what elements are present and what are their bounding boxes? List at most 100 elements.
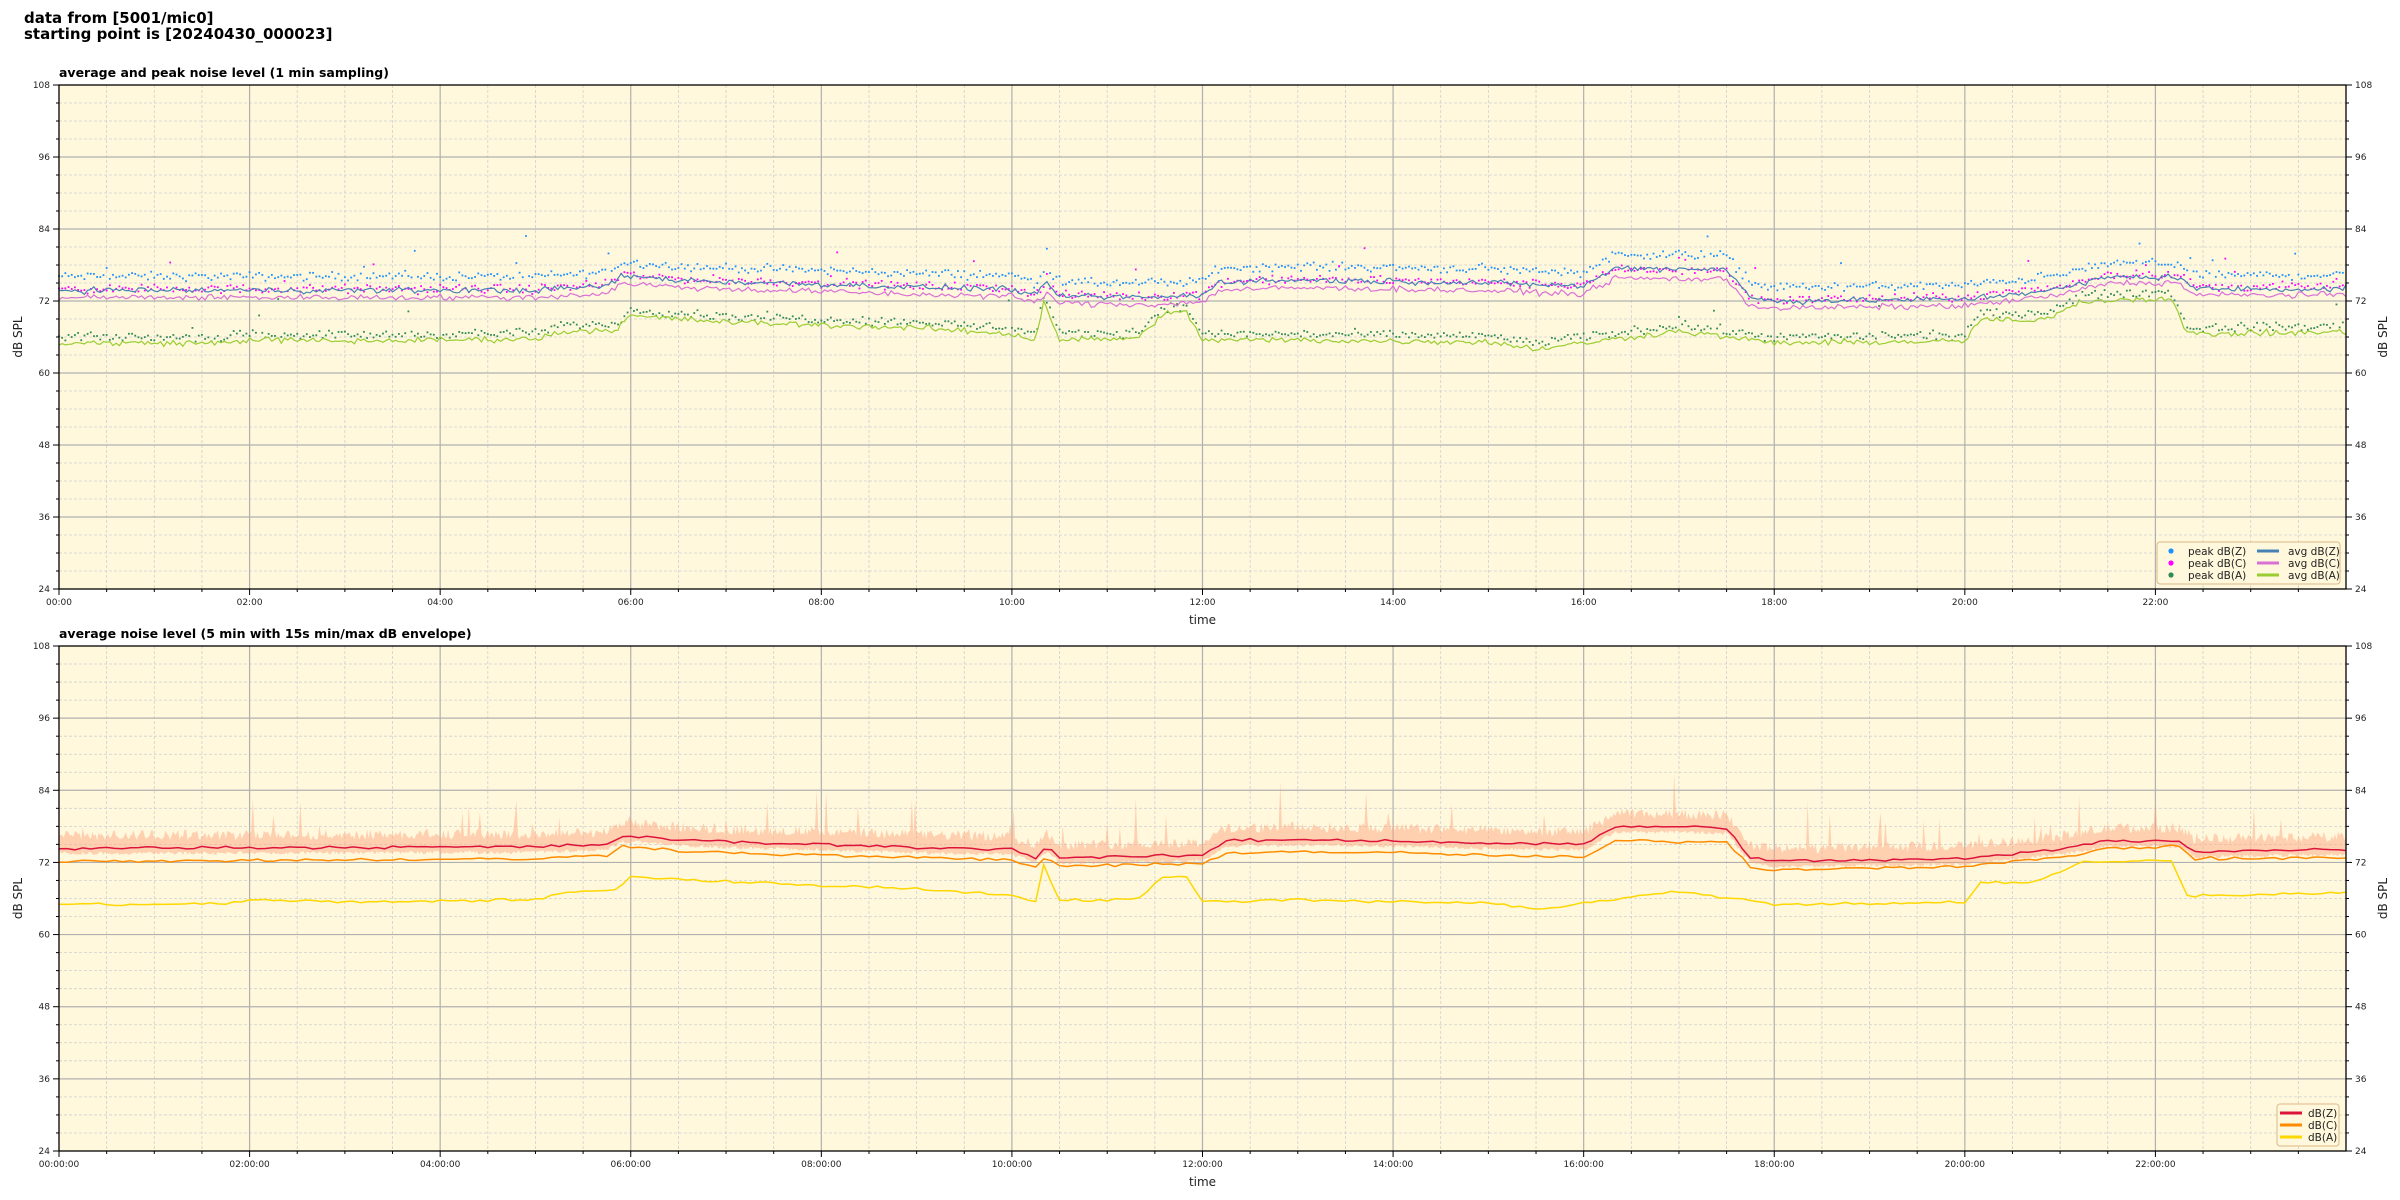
data-point-peakdbc (496, 284, 499, 287)
data-point-peakdbz (521, 276, 524, 279)
x-tick-label: 06:00:00 (611, 1160, 652, 1170)
data-point-peakdbz (2230, 273, 2233, 276)
data-point-peakdbz (763, 266, 766, 268)
data-point-peakdba (966, 324, 969, 327)
data-point-peakdbz (2062, 274, 2065, 276)
data-point-peakdbc (1404, 278, 1407, 281)
data-point-peakdbz (251, 276, 254, 279)
data-point-peakdbz (248, 271, 251, 274)
data-point-peakdba (1668, 325, 1671, 328)
data-point-peakdbc (855, 281, 858, 284)
data-point-peakdba (737, 319, 740, 321)
data-point-peakdba (1859, 337, 1861, 340)
data-point-peakdbz (1519, 272, 1522, 274)
data-point-peakdbc (1668, 269, 1671, 272)
data-point-peakdbz (2110, 263, 2112, 265)
data-point-peakdba (2205, 326, 2208, 329)
data-point-peakdbz (1449, 266, 1452, 269)
data-point-peakdbz (1185, 283, 1188, 286)
data-point-peakdbz (2173, 266, 2176, 268)
data-point-peakdbz (725, 262, 727, 265)
data-point-peakdba (652, 313, 654, 315)
data-point-peakdbc (267, 290, 270, 293)
data-point-peakdbc (547, 287, 550, 289)
data-point-peakdba (2167, 289, 2170, 292)
data-point-peakdbc (1563, 285, 1566, 288)
data-point-peakdbz (747, 271, 750, 274)
data-point-peakdbc (1477, 279, 1480, 282)
data-point-peakdbz (1090, 276, 1093, 279)
data-point-peakdbz (1592, 267, 1595, 270)
data-point-peakdba (1335, 331, 1337, 334)
data-point-peakdba (245, 332, 248, 335)
data-point-peakdba (2021, 316, 2023, 319)
data-point-peakdbc (617, 279, 619, 282)
data-point-peakdbc (147, 286, 149, 288)
data-point-peakdbz (153, 276, 156, 279)
data-point-peakdbc (458, 283, 461, 286)
data-point-peakdbz (1960, 286, 1963, 289)
data-point-peakdbz (1096, 284, 1099, 287)
data-point-peakdbz (820, 268, 823, 271)
data-point-peakdbc (1716, 267, 1718, 270)
data-point-peakdbz (426, 272, 429, 274)
data-point-peakdba (883, 322, 886, 325)
data-point-peakdba (1894, 336, 1896, 339)
data-point-peakdbz (1350, 265, 1353, 267)
data-point-peakdbz (2090, 267, 2093, 270)
data-point-peakdbz (2262, 274, 2265, 277)
data-point-peakdbc (480, 290, 483, 293)
data-point-peakdba (1932, 329, 1934, 332)
data-point-peakdba (922, 321, 924, 324)
data-point-peakdba (1379, 333, 1382, 336)
data-point-peakdba (413, 334, 416, 337)
data-point-peakdba (2224, 325, 2227, 328)
data-point-peakdba (1865, 335, 1868, 338)
data-point-peakdbc (283, 280, 286, 282)
data-point-peakdbc (394, 286, 397, 289)
data-point-peakdbz (331, 271, 334, 273)
data-point-peakdbc (1385, 282, 1388, 284)
data-point-peakdbz (1192, 279, 1194, 282)
data-point-peakdbz (121, 274, 124, 277)
data-point-peakdba (903, 318, 905, 321)
data-point-peakdba (626, 311, 629, 314)
data-point-peakdba (912, 319, 915, 322)
data-point-peakdbc (445, 287, 448, 290)
data-point-peakdbz (318, 275, 321, 278)
data-point-peakdbz (2087, 262, 2090, 265)
data-point-peakdbz (1932, 283, 1934, 286)
data-point-peakdba (442, 333, 445, 336)
data-point-peakdba (1763, 340, 1766, 342)
data-point-peakdbc (928, 281, 931, 284)
data-point-peakdba (868, 317, 870, 320)
data-point-peakdbc (274, 288, 276, 291)
data-point-peakdba (636, 308, 639, 311)
data-point-peakdba (1948, 335, 1950, 338)
data-point-peakdbz (1366, 269, 1369, 272)
data-point-peakdbc (159, 288, 162, 290)
data-point-peakdbc (175, 286, 178, 289)
data-point-peakdbc (1582, 282, 1585, 285)
data-point-peakdbc (1522, 280, 1525, 283)
data-point-peakdbc (988, 287, 991, 290)
data-point-peakdbc (70, 288, 73, 290)
data-point-peakdbc (1544, 283, 1547, 286)
data-point-peakdbz (2119, 263, 2122, 266)
data-point-peakdbc (1166, 298, 1169, 301)
data-point-peakdba (1992, 314, 1995, 317)
data-point-peakdba (995, 328, 997, 330)
data-point-peakdbz (1014, 275, 1016, 277)
data-point-peakdbc (2198, 285, 2201, 287)
data-point-peakdba (791, 315, 794, 318)
y-tick-label-right: 96 (2355, 714, 2367, 724)
data-point-peakdbc (1436, 278, 1439, 281)
data-point-peakdbc (2249, 289, 2252, 292)
data-point-peakdbz (1347, 267, 1350, 270)
data-point-peakdbz (1538, 271, 1541, 273)
data-point-peakdba (1906, 334, 1909, 337)
data-point-peakdbz (2176, 261, 2179, 264)
data-point-peakdbc (925, 283, 928, 286)
data-point-peakdbz (1201, 277, 1204, 280)
data-point-peakdbz (652, 263, 654, 266)
